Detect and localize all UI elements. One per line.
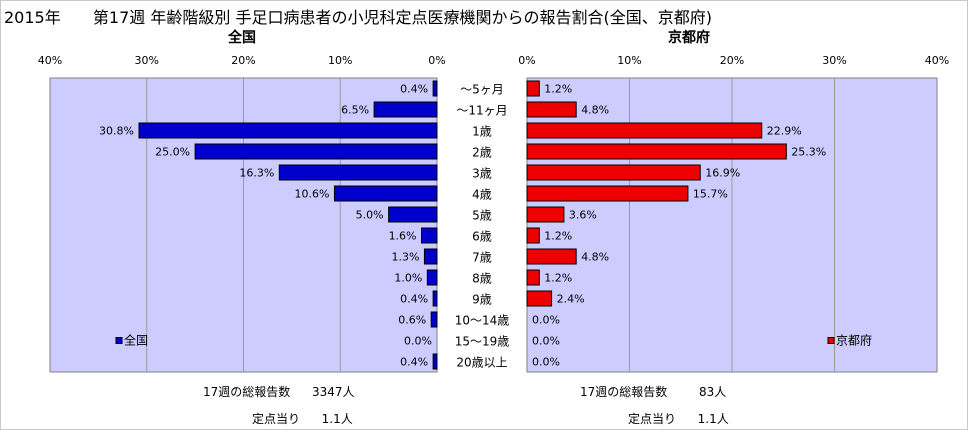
category-label: 7歳 xyxy=(472,251,492,265)
category-label: 3歳 xyxy=(472,167,492,181)
right-data-label: 0.0% xyxy=(532,314,560,327)
title-year: 2015年 xyxy=(4,8,61,27)
right-tick-label: 20% xyxy=(720,54,744,67)
left-per-value: 1.1人 xyxy=(321,412,353,426)
left-tick-label: 0% xyxy=(428,54,445,67)
right-bar xyxy=(526,80,540,97)
left-chart-title: 全国 xyxy=(228,30,256,46)
right-bar xyxy=(526,101,577,118)
right-footer-total: 17週の総報告数 83人 xyxy=(580,383,726,400)
left-footer-per: 定点当り 1.1人 xyxy=(252,410,353,427)
category-label: 15～19歳 xyxy=(455,335,510,349)
right-legend-label: 京都府 xyxy=(836,333,872,348)
left-bar xyxy=(388,206,438,223)
category-label: 6歳 xyxy=(472,230,492,244)
right-bar xyxy=(526,143,787,160)
category-label: 2歳 xyxy=(472,146,492,160)
left-bar xyxy=(333,185,438,202)
left-tick-label: 40% xyxy=(38,54,62,67)
right-data-label: 1.2% xyxy=(544,272,572,285)
right-bar xyxy=(526,185,689,202)
left-bar xyxy=(278,164,438,181)
left-data-label: 0.4% xyxy=(400,356,428,369)
left-bar xyxy=(426,269,438,286)
left-data-label: 1.3% xyxy=(391,251,419,264)
right-data-label: 4.8% xyxy=(581,104,609,117)
left-bar xyxy=(194,143,438,160)
right-bar xyxy=(526,122,763,139)
left-bar xyxy=(432,80,438,97)
right-tick-label: 30% xyxy=(822,54,846,67)
right-tick-label: 10% xyxy=(617,54,641,67)
category-label: 5歳 xyxy=(472,209,492,223)
left-bar xyxy=(430,311,438,328)
right-data-label: 1.2% xyxy=(544,230,572,243)
left-legend-swatch xyxy=(115,337,123,344)
right-data-label: 0.0% xyxy=(532,335,560,348)
category-label: 9歳 xyxy=(472,293,492,307)
right-data-label: 1.2% xyxy=(544,83,572,96)
left-data-label: 10.6% xyxy=(294,188,329,201)
left-data-label: 0.6% xyxy=(398,314,426,327)
right-bar xyxy=(526,269,540,286)
right-data-label: 25.3% xyxy=(791,146,826,159)
left-data-label: 1.0% xyxy=(394,272,422,285)
right-total-value: 83人 xyxy=(698,385,727,399)
left-tick-label: 20% xyxy=(231,54,255,67)
left-bar xyxy=(432,353,438,370)
right-per-label: 定点当り xyxy=(628,412,677,426)
left-data-label: 16.3% xyxy=(239,167,274,180)
right-data-label: 4.8% xyxy=(581,251,609,264)
left-data-label: 0.4% xyxy=(400,83,428,96)
left-bar xyxy=(421,227,438,244)
category-label: 10～14歳 xyxy=(455,314,510,328)
right-data-label: 0.0% xyxy=(532,356,560,369)
right-footer-per: 定点当り 1.1人 xyxy=(628,410,729,427)
left-data-label: 30.8% xyxy=(99,125,134,138)
left-total-label: 17週の総報告数 xyxy=(203,385,291,399)
left-bar xyxy=(432,290,438,307)
right-data-label: 15.7% xyxy=(693,188,728,201)
right-chart-title: 京都府 xyxy=(668,30,710,46)
right-tick-label: 0% xyxy=(518,54,535,67)
right-data-label: 22.9% xyxy=(767,125,802,138)
left-data-label: 6.5% xyxy=(341,104,369,117)
category-label: ～11ヶ月 xyxy=(456,104,507,118)
left-bar xyxy=(423,248,438,265)
left-data-label: 5.0% xyxy=(356,209,384,222)
right-bar xyxy=(526,248,577,265)
left-per-label: 定点当り xyxy=(252,412,301,426)
left-tick-label: 10% xyxy=(328,54,352,67)
left-total-value: 3347人 xyxy=(311,385,355,399)
right-legend-swatch xyxy=(827,337,835,344)
right-bar xyxy=(526,290,553,307)
left-data-label: 25.0% xyxy=(155,146,190,159)
category-label: 20歳以上 xyxy=(456,356,507,370)
left-tick-label: 30% xyxy=(135,54,159,67)
right-total-label: 17週の総報告数 xyxy=(580,385,668,399)
right-tick-label: 40% xyxy=(925,54,949,67)
category-label: 8歳 xyxy=(472,272,492,286)
category-label: 1歳 xyxy=(472,125,492,139)
right-data-label: 3.6% xyxy=(569,209,597,222)
left-data-label: 0.4% xyxy=(400,293,428,306)
chart-title: 2015年 第17週 年齢階級別 手足口病患者の小児科定点医療機関からの報告割合… xyxy=(4,4,712,28)
right-bar xyxy=(526,206,565,223)
category-label: 4歳 xyxy=(472,188,492,202)
left-legend-label: 全国 xyxy=(124,333,148,348)
right-bar xyxy=(526,227,540,244)
left-bar xyxy=(138,122,438,139)
right-data-label: 2.4% xyxy=(557,293,585,306)
left-data-label: 1.6% xyxy=(389,230,417,243)
left-footer-total: 17週の総報告数 3347人 xyxy=(203,383,354,400)
left-bar xyxy=(373,101,438,118)
right-per-value: 1.1人 xyxy=(697,412,729,426)
title-main: 第17週 年齢階級別 手足口病患者の小児科定点医療機関からの報告割合(全国、京都… xyxy=(92,8,712,27)
right-data-label: 16.9% xyxy=(705,167,740,180)
right-bar xyxy=(526,164,701,181)
left-data-label: 0.0% xyxy=(404,335,432,348)
category-label: ～5ヶ月 xyxy=(460,83,504,97)
